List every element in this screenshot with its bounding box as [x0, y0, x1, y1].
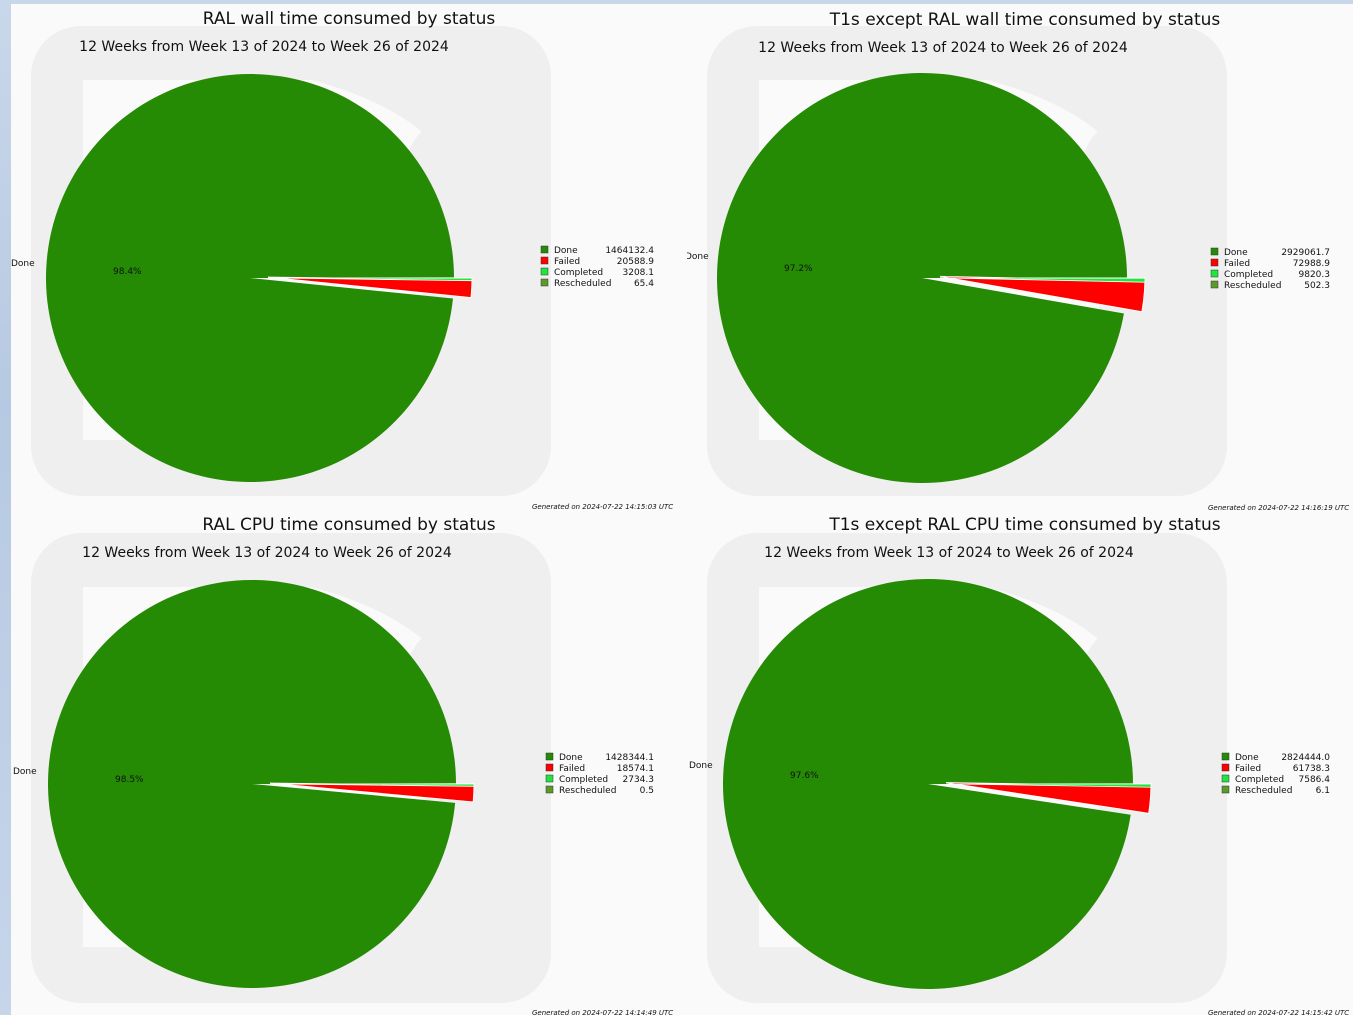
- legend-label: Failed: [554, 257, 580, 267]
- chart-title: T1s except RAL CPU time consumed by stat…: [829, 515, 1221, 535]
- slice-label: Done: [687, 252, 709, 262]
- pie-slice-done: [45, 74, 454, 483]
- legend-value: 1428344.1: [605, 753, 654, 763]
- legend-label: Rescheduled: [1224, 281, 1281, 291]
- legend: Done 1428344.1 Failed 18574.1 Completed 2734.…: [545, 752, 655, 796]
- legend-label: Done: [1235, 753, 1259, 763]
- legend-value: 2824444.0: [1281, 753, 1330, 763]
- legend-value: 7586.4: [1299, 775, 1331, 785]
- slice-label: Done: [13, 767, 37, 777]
- legend: Done 1464132.4 Failed 20588.9 Completed 3208.…: [540, 245, 655, 289]
- legend: Done 2929061.7 Failed 72988.9 Completed 9820.…: [1210, 247, 1331, 291]
- pie: [717, 72, 1146, 483]
- legend-label: Rescheduled: [554, 279, 611, 289]
- legend-swatch: [1221, 763, 1230, 772]
- chart-panel-t1-cpu: Done 97.6% Done 2824444.0 Failed 61738.3 Compl…: [687, 511, 1353, 1015]
- chart-panel-ral-cpu: Done 98.5% Done 1428344.1 Failed 18574.1 Compl…: [11, 511, 687, 1015]
- legend-value: 2929061.7: [1281, 248, 1330, 258]
- percent-label: 97.2%: [784, 264, 813, 274]
- legend-swatch: [540, 267, 549, 276]
- generated-timestamp: Generated on 2024-07-22 14:16:19 UTC: [1208, 504, 1349, 511]
- chart-svg: Done 97.6% Done 2824444.0 Failed 61738.3 Compl…: [689, 533, 1349, 1015]
- pie-slice-done: [48, 580, 457, 989]
- legend-value: 2734.3: [623, 775, 655, 785]
- legend-value: 9820.3: [1299, 270, 1331, 280]
- legend-value: 502.3: [1304, 281, 1330, 291]
- legend-label: Rescheduled: [1235, 786, 1292, 796]
- legend-swatch: [1210, 269, 1219, 278]
- percent-label: 98.5%: [115, 775, 144, 785]
- chart-svg: Done 98.5% Done 1428344.1 Failed 18574.1 Compl…: [13, 533, 673, 1015]
- legend-label: Failed: [1224, 259, 1250, 269]
- generated-timestamp: Generated on 2024-07-22 14:15:03 UTC: [532, 503, 673, 511]
- pie-slice-done: [723, 578, 1133, 989]
- chart-subtitle: 12 Weeks from Week 13 of 2024 to Week 26…: [82, 545, 452, 561]
- legend-value: 72988.9: [1293, 259, 1330, 269]
- legend-value: 61738.3: [1293, 764, 1330, 774]
- legend-swatch: [1221, 785, 1230, 794]
- pie-slice-done: [717, 72, 1127, 483]
- legend-value: 0.5: [640, 786, 654, 796]
- legend: Done 2824444.0 Failed 61738.3 Completed 7586.…: [1221, 752, 1331, 796]
- legend-value: 18574.1: [617, 764, 654, 774]
- legend-swatch: [1210, 280, 1219, 289]
- legend-label: Done: [1224, 248, 1248, 258]
- chart-subtitle: 12 Weeks from Week 13 of 2024 to Week 26…: [764, 545, 1134, 561]
- legend-swatch: [540, 256, 549, 265]
- legend-value: 1464132.4: [605, 246, 654, 256]
- legend-swatch: [540, 245, 549, 254]
- pie: [45, 74, 473, 483]
- legend-label: Completed: [559, 775, 608, 785]
- chart-svg: Done 98.4% Done 1464132.4 Failed 20588.9 Compl…: [11, 26, 673, 511]
- chart-panel-ral-wall: Done 98.4% Done 1464132.4 Failed 20588.9 Compl…: [11, 4, 687, 511]
- legend-label: Completed: [554, 268, 603, 278]
- slice-label: Done: [689, 761, 713, 771]
- legend-label: Failed: [559, 764, 585, 774]
- legend-label: Done: [554, 246, 578, 256]
- legend-swatch: [545, 763, 554, 772]
- legend-label: Rescheduled: [559, 786, 616, 796]
- legend-swatch: [1210, 247, 1219, 256]
- chart-subtitle: 12 Weeks from Week 13 of 2024 to Week 26…: [758, 40, 1128, 56]
- legend-swatch: [540, 278, 549, 287]
- legend-label: Done: [559, 753, 583, 763]
- legend-swatch: [1210, 258, 1219, 267]
- legend-label: Failed: [1235, 764, 1261, 774]
- percent-label: 97.6%: [790, 771, 819, 781]
- legend-value: 6.1: [1316, 786, 1330, 796]
- legend-swatch: [545, 752, 554, 761]
- legend-swatch: [1221, 774, 1230, 783]
- chart-title: T1s except RAL wall time consumed by sta…: [829, 10, 1221, 30]
- legend-value: 20588.9: [617, 257, 654, 267]
- generated-timestamp: Generated on 2024-07-22 14:14:49 UTC: [532, 1009, 673, 1015]
- pie: [723, 578, 1152, 989]
- percent-label: 98.4%: [113, 267, 142, 277]
- legend-label: Completed: [1224, 270, 1273, 280]
- generated-timestamp: Generated on 2024-07-22 14:15:42 UTC: [1208, 1009, 1349, 1015]
- legend-swatch: [1221, 752, 1230, 761]
- chart-title: RAL wall time consumed by status: [202, 9, 496, 29]
- legend-value: 3208.1: [623, 268, 655, 278]
- chart-title: RAL CPU time consumed by status: [202, 515, 496, 535]
- legend-value: 65.4: [634, 279, 654, 289]
- slice-label: Done: [11, 259, 35, 269]
- legend-label: Completed: [1235, 775, 1284, 785]
- legend-swatch: [545, 785, 554, 794]
- chart-subtitle: 12 Weeks from Week 13 of 2024 to Week 26…: [79, 39, 449, 55]
- legend-swatch: [545, 774, 554, 783]
- chart-panel-t1-wall: Done 97.2% Done 2929061.7 Failed 72988.9 Compl…: [687, 4, 1353, 511]
- pie: [48, 580, 475, 989]
- chart-svg: Done 97.2% Done 2929061.7 Failed 72988.9 Compl…: [687, 26, 1349, 511]
